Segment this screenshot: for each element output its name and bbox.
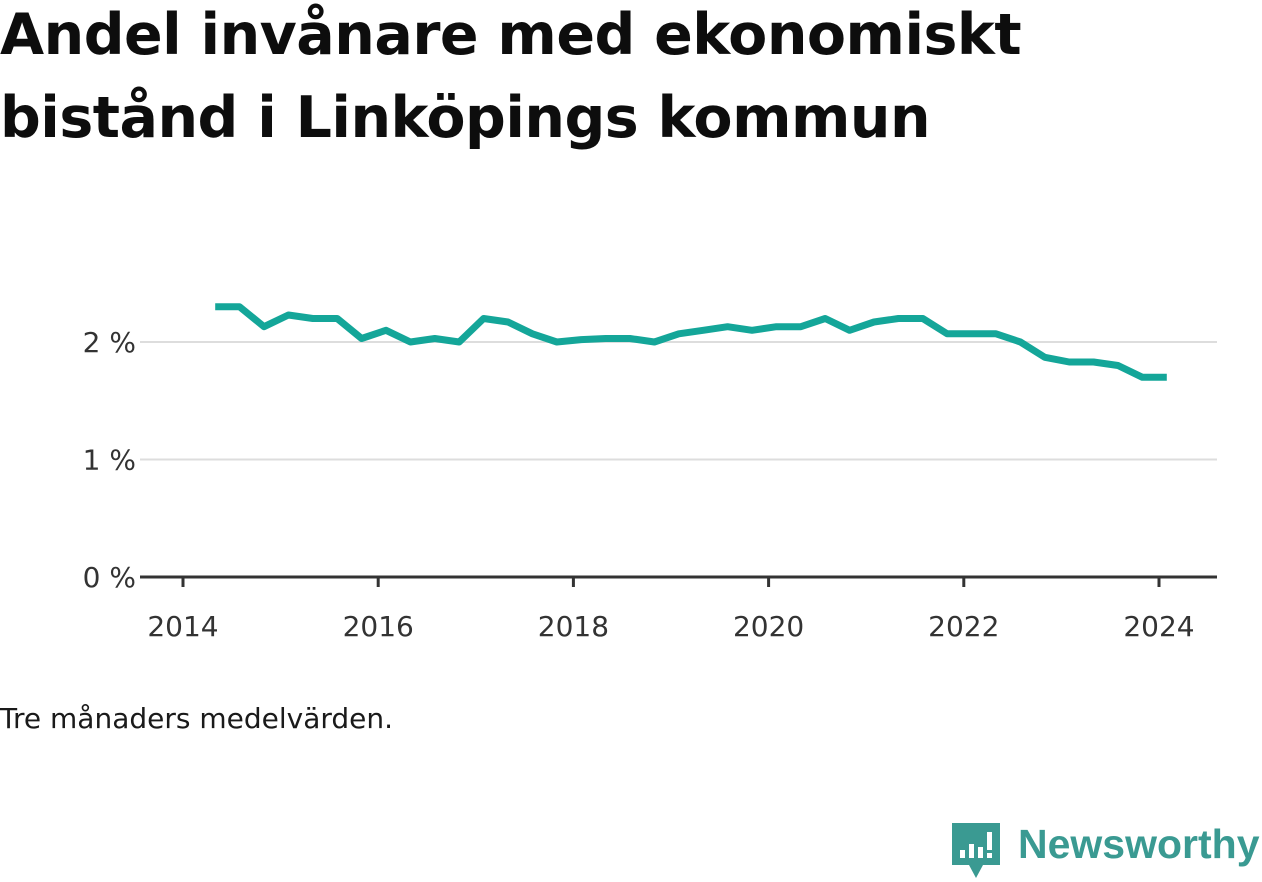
x-tick-label-2022: 2022 xyxy=(928,610,999,643)
x-tick-label-2024: 2024 xyxy=(1123,610,1194,643)
x-tick-label-2014: 2014 xyxy=(147,610,218,643)
y-tick-label-2: 2 % xyxy=(83,326,136,359)
series-line-0 xyxy=(215,303,1167,381)
y-axis-tick-labels: 0 % 1 % 2 % xyxy=(83,326,136,594)
y-tick-label-0: 0 % xyxy=(83,561,136,594)
newsworthy-logo-icon xyxy=(952,823,1000,878)
x-axis-tick-labels: 2014 2016 2018 2020 2022 2024 xyxy=(147,610,1194,643)
y-tick-label-1: 1 % xyxy=(83,444,136,477)
line-chart: 0 % 1 % 2 % 2014 2016 2018 2020 2022 2024 xyxy=(83,303,1217,643)
x-axis xyxy=(140,575,1217,587)
brand-name: Newsworthy xyxy=(1018,821,1260,867)
chart-note: Tre månaders medelvärden. xyxy=(0,702,394,735)
x-tick-label-2020: 2020 xyxy=(733,610,804,643)
chart-title: Andel invånare med ekonomiskt bistånd i … xyxy=(0,2,1022,151)
x-tick-label-2018: 2018 xyxy=(538,610,609,643)
series-layer xyxy=(215,303,1167,381)
grid-lines xyxy=(140,341,1217,461)
x-tick-label-2016: 2016 xyxy=(343,610,414,643)
